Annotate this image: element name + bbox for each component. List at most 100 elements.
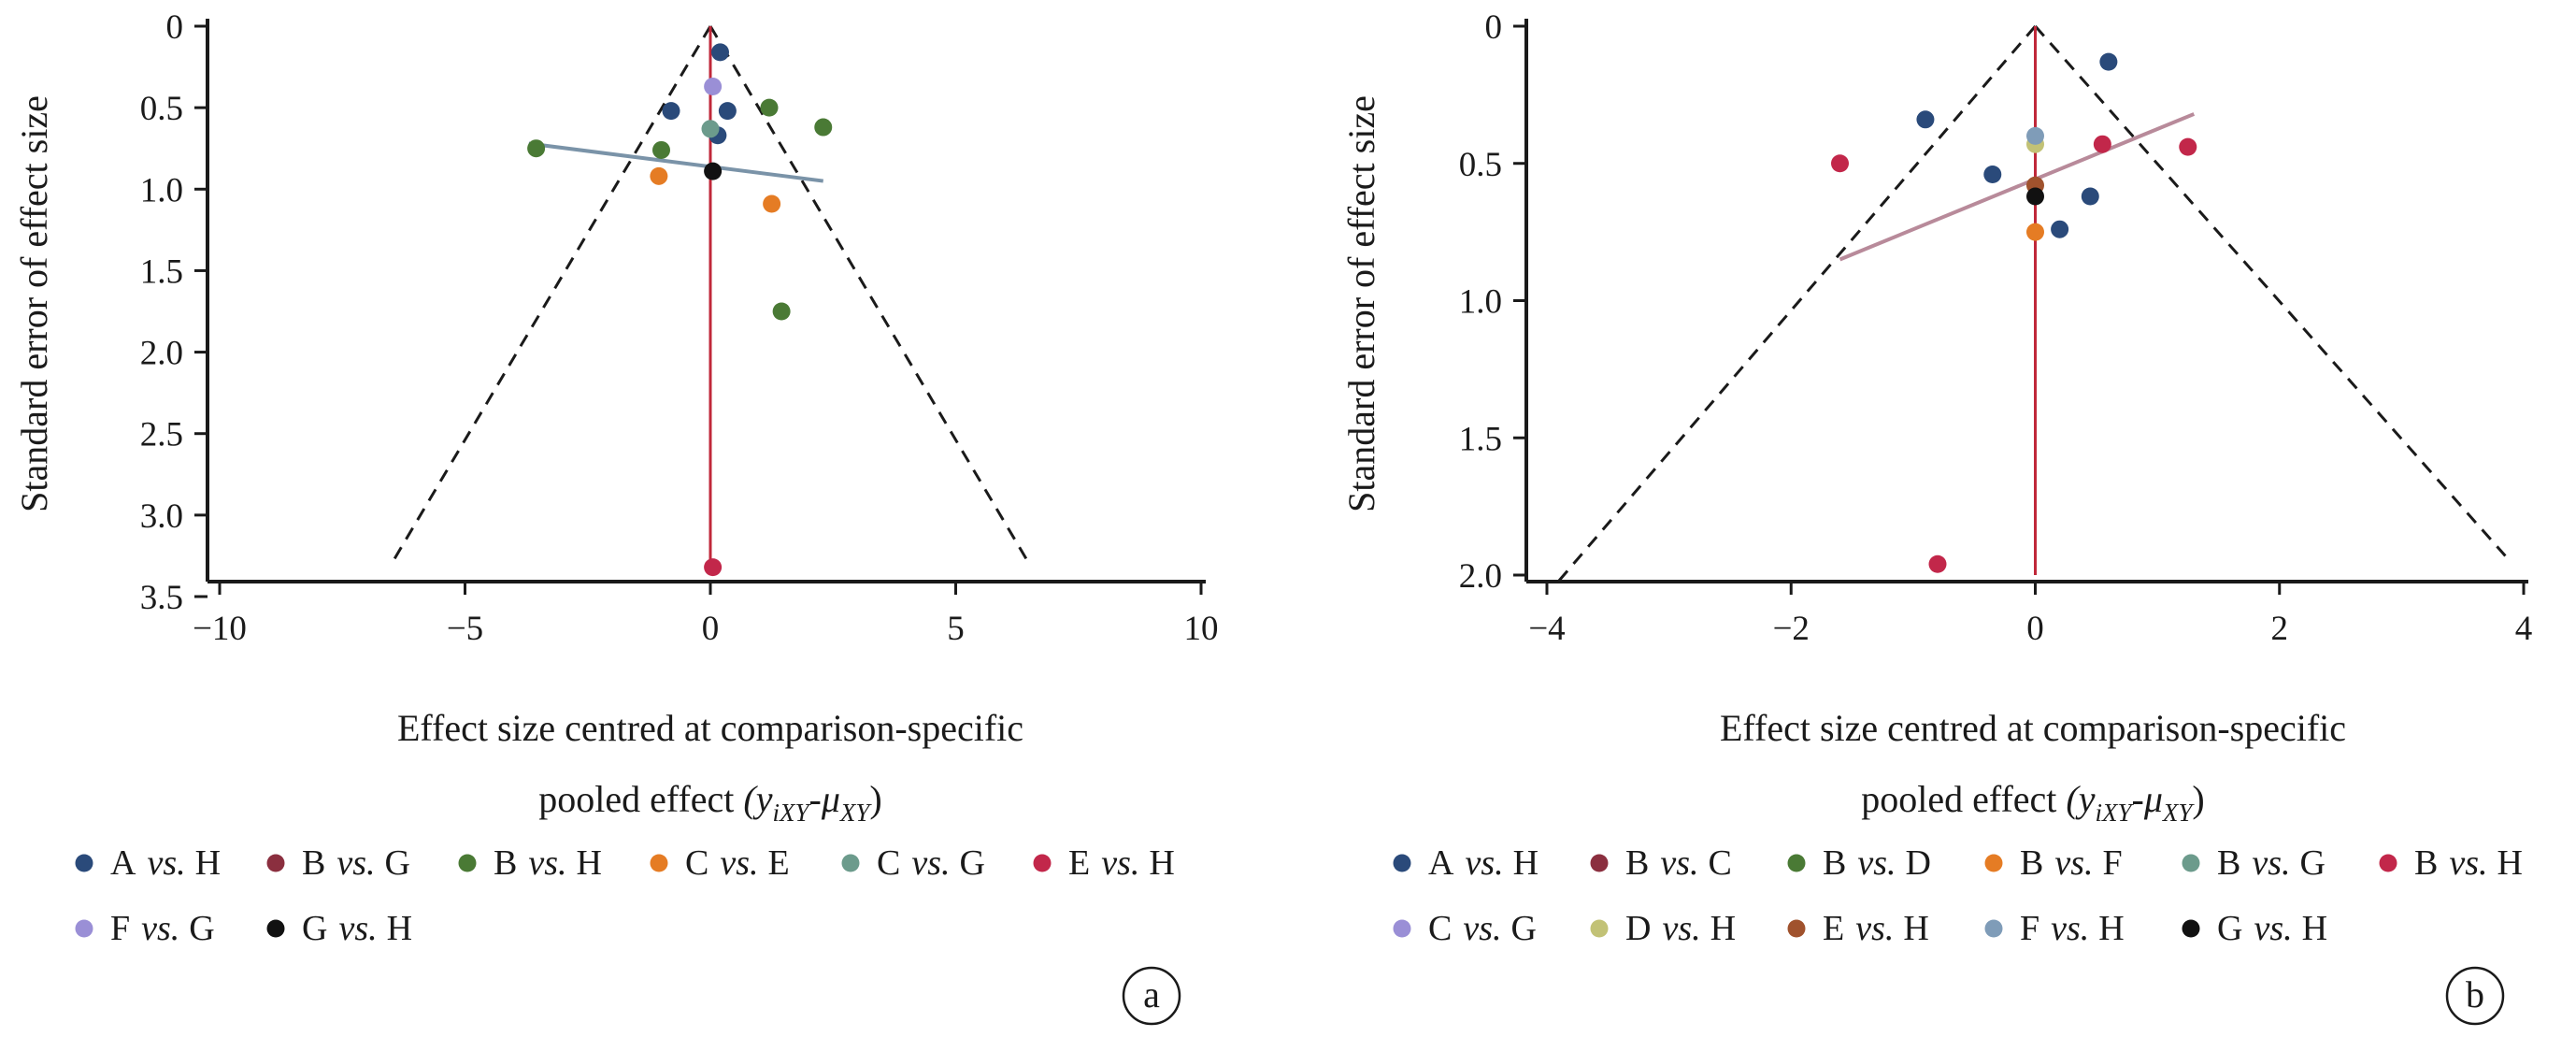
data-point-a-vs-h [2051, 220, 2069, 238]
legend-marker [1787, 854, 1806, 872]
legend-marker [1590, 919, 1609, 938]
legend-label-to: F [2103, 843, 2123, 883]
data-point-g-vs-h [2026, 187, 2044, 206]
legend-marker [2182, 854, 2200, 872]
legend-label-to: H [2098, 909, 2124, 948]
y-tick-label: 0.5 [140, 90, 183, 128]
panel-a: 0 0.5 1.0 1.5 2.0 2.5 3.0 3.5 −10 −5 0 5 10 Standard … [13, 8, 1219, 1026]
x-axis-title-line1: Effect size centred at comparison-specif… [1720, 707, 2346, 749]
legend-label-sep: vs. [336, 843, 375, 883]
data-point-b-vs-h [1831, 154, 1849, 173]
legend-label-to: H [387, 909, 412, 948]
legend-label-from: E [1823, 909, 1844, 948]
legend-marker [1590, 854, 1609, 872]
legend-marker [75, 919, 93, 938]
legend-label-from: C [1428, 909, 1452, 948]
data-point-b-vs-h [527, 139, 546, 158]
legend-label-to: H [1903, 909, 1928, 948]
legend-label-to: G [2300, 843, 2326, 883]
x-tick-label: 10 [1184, 610, 1219, 648]
data-point-a-vs-h [711, 43, 729, 62]
legend-marker [458, 854, 477, 872]
legend-label-from: D [1625, 909, 1651, 948]
regression-line [528, 141, 824, 183]
legend-marker [266, 919, 285, 938]
legend-label-sep: vs. [1855, 909, 1894, 948]
legend-marker [1393, 854, 1411, 872]
legend-label-to: D [1906, 843, 1931, 883]
data-point-b-vs-h [760, 98, 779, 117]
legend-label-from: B [2020, 843, 2043, 883]
x-axis-title-part: pooled effect [538, 778, 734, 820]
y-tick-label: 2.0 [140, 335, 183, 373]
legend-label-sep: vs. [2051, 909, 2089, 948]
x-axis-title-part: XY [2162, 799, 2195, 827]
y-tick-label: 0 [166, 8, 184, 47]
funnel-left-line [1557, 25, 2037, 582]
x-axis-title-part: iXY [772, 799, 811, 827]
panel-badge-circle [1122, 966, 1181, 1026]
legend-label-from: F [2020, 909, 2039, 948]
legend-label-from: G [2217, 909, 2242, 948]
x-tick-label: 5 [947, 610, 965, 648]
x-tick-label: 0 [2026, 610, 2044, 648]
x-tick-label: 2 [2271, 610, 2289, 648]
legend-label-from: A [1428, 843, 1454, 883]
panel-badge-label: a [1143, 973, 1160, 1015]
legend-label-from: B [302, 843, 325, 883]
data-point-b-vs-h [772, 302, 791, 321]
y-tick-label: 2.5 [140, 416, 183, 454]
funnel-right-line [2034, 25, 2507, 557]
data-point-b-vs-h [2179, 137, 2197, 156]
legend-label-to: H [2302, 909, 2327, 948]
legend-label-sep: vs. [720, 843, 758, 883]
legend-label-from: F [110, 909, 130, 948]
y-tick-label: 3.0 [140, 497, 183, 536]
legend-label-sep: vs. [338, 909, 377, 948]
legend-label-from: G [302, 909, 327, 948]
legend-label-from: B [2414, 843, 2438, 883]
data-point-a-vs-h [1916, 110, 1935, 129]
legend-marker [1984, 854, 2003, 872]
y-axis-title: Standard error of effect size [13, 95, 55, 512]
x-axis-title-line2: pooled effect (yiXY-μXY) [538, 778, 882, 827]
x-axis-title-part: -μ [809, 778, 840, 820]
x-axis-title-part: XY [839, 799, 872, 827]
legend-label-to: G [960, 843, 985, 883]
legend-marker [841, 854, 860, 872]
data-point-b-vs-f [2026, 223, 2044, 241]
legend-label-sep: vs. [1465, 843, 1503, 883]
legend-label-to: G [1511, 909, 1537, 948]
legend-label-sep: vs. [147, 843, 185, 883]
data-point-b-vs-h [1928, 555, 1947, 573]
y-axis-title: Standard error of effect size [1340, 95, 1382, 512]
y-tick-label: 2.0 [1459, 557, 1502, 596]
x-tick-label: −2 [1773, 610, 1810, 648]
legend-label-sep: vs. [1463, 909, 1501, 948]
y-tick-label: 1.5 [140, 252, 183, 291]
legend-marker [1787, 919, 1806, 938]
x-axis-title-part: -μ [2132, 778, 2163, 820]
legend-label-sep: vs. [2252, 843, 2290, 883]
legend-label-sep: vs. [1101, 843, 1139, 883]
data-point-e-vs-h [704, 558, 723, 577]
funnel-left-line [390, 25, 712, 565]
data-point-a-vs-h [2099, 52, 2118, 71]
data-point-b-vs-h [652, 140, 670, 159]
panel-b: 0 0.5 1.0 1.5 2.0 −4 −2 0 2 4 Standard error of ef… [1340, 8, 2532, 1026]
legend-label-from: B [2217, 843, 2240, 883]
legend-label-from: B [1625, 843, 1649, 883]
x-tick-label: −10 [193, 610, 247, 648]
